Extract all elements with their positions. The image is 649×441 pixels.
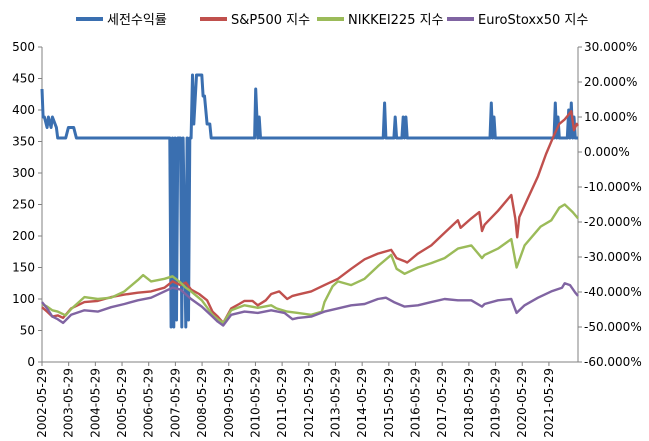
y-left-tick-label: 300	[12, 166, 35, 180]
legend: 세전수익률 S&P500 지수 NIKKEI225 지수 EuroStoxx50 지수	[76, 13, 588, 28]
legend-label-1: 세전수익률	[107, 13, 167, 28]
series-line-1	[40, 73, 579, 329]
y-right-tick-label: 10.000%	[584, 110, 637, 124]
x-tick-label: 2003-05-29	[62, 368, 76, 438]
x-tick-label: 2002-05-29	[35, 368, 49, 438]
x-tick-label: 2018-05-29	[462, 368, 476, 438]
x-tick-label: 2005-05-29	[115, 368, 129, 438]
y-right-tick-label: -10.000%	[584, 180, 642, 194]
series-line-2	[41, 110, 579, 325]
x-tick-label: 2006-05-29	[142, 368, 156, 438]
x-tick-label: 2020-05-29	[515, 368, 529, 438]
x-tick-label: 2016-05-29	[409, 368, 423, 438]
x-tick-label: 2007-05-29	[168, 368, 182, 438]
y-left-tick-label: 400	[12, 103, 35, 117]
y-left-tick-label: 250	[12, 198, 35, 212]
x-tick-label: 2019-05-29	[489, 368, 503, 438]
y-right-tick-label: -60.000%	[584, 355, 642, 369]
series-line-4	[41, 282, 579, 327]
y-left-tick-label: 500	[12, 40, 35, 54]
x-tick-label: 2021-05-29	[542, 368, 556, 438]
y-right-tick-label: 0.000%	[584, 145, 630, 159]
y-left-tick-label: 200	[12, 229, 35, 243]
x-tick-label: 2013-05-29	[328, 368, 342, 438]
y-right-tick-label: -50.000%	[584, 320, 642, 334]
x-tick-label: 2004-05-29	[88, 368, 102, 438]
y-right-tick-label: -40.000%	[584, 285, 642, 299]
x-tick-label: 2010-05-29	[248, 368, 262, 438]
y-left-tick-label: 100	[12, 292, 35, 306]
y-left-tick-label: 450	[12, 72, 35, 86]
x-tick-label: 2015-05-29	[382, 368, 396, 438]
x-tick-label: 2017-05-29	[435, 368, 449, 438]
y-right-tick-label: 20.000%	[584, 75, 637, 89]
axes: 0 50 100 150 200 250 300 350 400 450 500 -60.000% -5…	[12, 40, 642, 438]
x-tick-label: 2012-05-29	[302, 368, 316, 438]
legend-label-2: S&P500 지수	[231, 13, 310, 28]
y-left-tick-label: 0	[27, 355, 35, 369]
series-line-3	[41, 203, 579, 325]
x-tick-label: 2011-05-29	[275, 368, 289, 438]
y-left-tick-label: 350	[12, 135, 35, 149]
y-right-tick-label: -20.000%	[584, 215, 642, 229]
plot-area	[40, 73, 579, 329]
x-tick-label: 2014-05-29	[355, 368, 369, 438]
legend-label-4: EuroStoxx50 지수	[478, 13, 588, 28]
x-tick-label: 2009-05-29	[222, 368, 236, 438]
y-right-tick-label: -30.000%	[584, 250, 642, 264]
y-left-tick-label: 150	[12, 261, 35, 275]
legend-label-3: NIKKEI225 지수	[348, 13, 444, 28]
y-left-tick-label: 50	[20, 324, 35, 338]
y-right-tick-label: 30.000%	[584, 40, 637, 54]
x-tick-label: 2008-05-29	[195, 368, 209, 438]
